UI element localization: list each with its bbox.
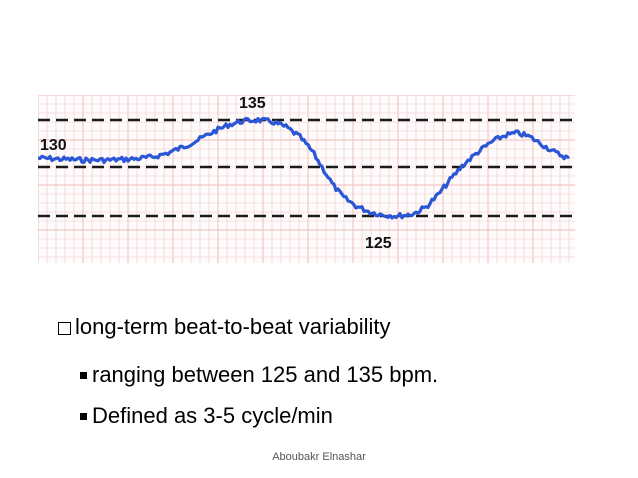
bullet-sub-1-text: ranging between 125 and 135 bpm. (92, 362, 439, 387)
checkbox-bullet-icon (58, 322, 71, 335)
bullet-main: long-term beat-to-beat variability (58, 314, 390, 340)
bullet-sub-1: ranging between 125 and 135 bpm. (80, 362, 438, 388)
label-130: 130 (40, 137, 67, 154)
footer-author: Aboubakr Elnashar (272, 451, 366, 463)
fhr-variability-figure: 135 130 125 (38, 95, 575, 263)
bullet-sub-2: Defined as 3-5 cycle/min (80, 403, 333, 429)
label-125: 125 (365, 235, 392, 252)
chart-grid (38, 95, 575, 263)
bullet-sub-2-text: Defined as 3-5 cycle/min (92, 403, 333, 428)
square-bullet-icon (80, 413, 87, 420)
label-135: 135 (239, 95, 266, 112)
heart-rate-trace (38, 116, 570, 220)
square-bullet-icon (80, 372, 87, 379)
bullet-main-text: long-term beat-to-beat variability (75, 314, 391, 339)
